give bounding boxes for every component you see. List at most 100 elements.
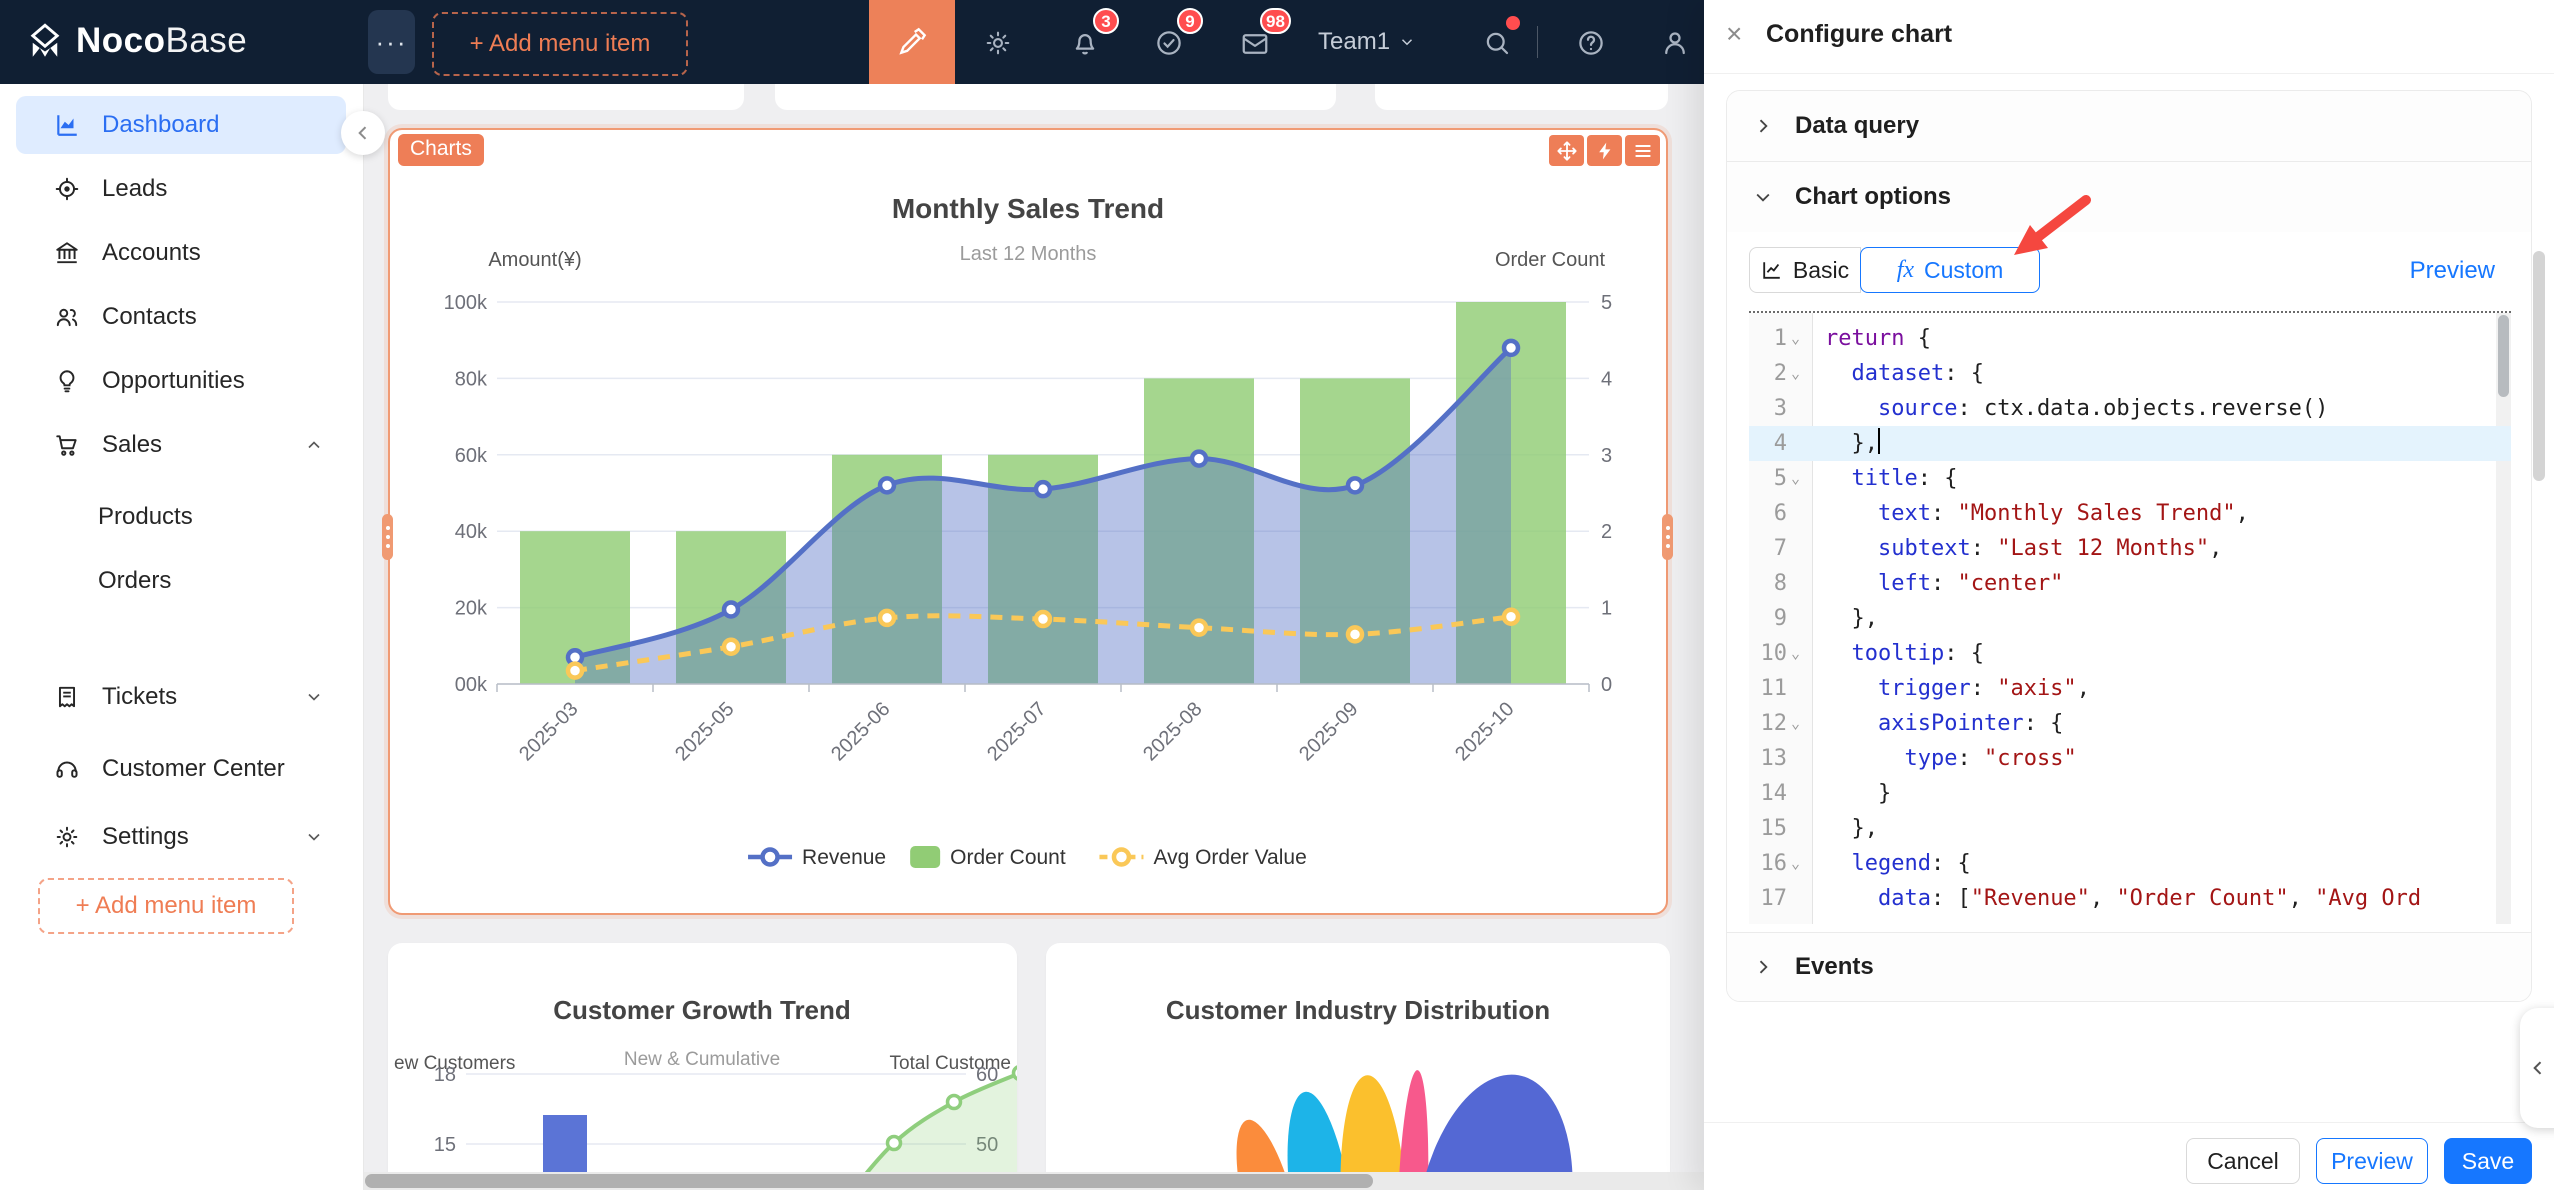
block-resize-handle-right[interactable]	[1662, 514, 1673, 560]
sidebar-item-dashboard[interactable]: Dashboard	[16, 96, 346, 154]
fx-icon: fx	[1896, 256, 1915, 283]
svg-text:0: 0	[1601, 674, 1612, 696]
sidebar-item-customer-center[interactable]: Customer Center	[16, 740, 346, 798]
svg-text:50: 50	[976, 1134, 998, 1156]
fold-arrow-icon[interactable]: ⌄	[1791, 329, 1801, 347]
gear-icon	[56, 826, 78, 848]
close-icon[interactable]: ×	[1726, 18, 1743, 49]
customer-industry-card[interactable]: Customer Industry Distribution	[1046, 943, 1670, 1190]
search-notification-dot	[1506, 16, 1520, 30]
code-editor[interactable]: 1 ⌄ return {2 ⌄ dataset: {3 source: ctx.dat…	[1749, 311, 2511, 924]
sidebar-item-tickets[interactable]: Tickets	[16, 668, 346, 726]
editor-gutter	[1749, 313, 1813, 924]
editor-scrollbar[interactable]	[2496, 313, 2511, 924]
svg-text:60k: 60k	[455, 445, 488, 467]
sidebar-item-opportunities[interactable]: Opportunities	[16, 352, 346, 410]
svg-text:20k: 20k	[455, 598, 488, 620]
sidebar-item-orders[interactable]: Orders	[16, 552, 346, 610]
section-label: Events	[1795, 953, 1874, 980]
sidebar-item-settings[interactable]: Settings	[16, 808, 346, 866]
section-data-query[interactable]: Data query	[1727, 91, 2531, 161]
add-menu-item-button-top[interactable]: + Add menu item	[432, 12, 688, 76]
chevron-up-icon	[308, 441, 320, 449]
preview-link-top[interactable]: Preview	[2409, 257, 2495, 284]
svg-text:Order Count: Order Count	[1495, 249, 1605, 271]
block-drag-icon[interactable]	[1549, 135, 1584, 166]
nocobase-logo[interactable]: NocoBase	[24, 20, 247, 62]
scrolled-card-partial	[775, 84, 1336, 110]
ui-editor-button[interactable]	[869, 0, 955, 84]
line-chart-icon	[1763, 262, 1780, 279]
bulb-icon	[59, 370, 75, 393]
svg-text:1: 1	[1601, 598, 1612, 620]
user-icon[interactable]	[1660, 28, 1690, 58]
sidebar-item-label: Opportunities	[102, 367, 245, 394]
charts-block-badge: Charts	[398, 134, 484, 166]
sidebar-item-contacts[interactable]: Contacts	[16, 288, 346, 346]
team-label: Team1	[1318, 28, 1391, 55]
preview-button[interactable]: Preview	[2316, 1138, 2428, 1184]
block-menu-icon[interactable]	[1625, 135, 1660, 166]
panel-expand-handle[interactable]	[2520, 1008, 2554, 1128]
fold-arrow-icon[interactable]: ⌄	[1791, 469, 1801, 487]
highlighter-icon	[899, 27, 927, 55]
notifications-badge: 3	[1093, 8, 1119, 34]
fold-arrow-icon[interactable]: ⌄	[1791, 714, 1801, 732]
monthly-sales-trend-chart[interactable]: Monthly Sales Trend Last 12 Months Amount(…	[390, 130, 1666, 913]
svg-text:Amount(¥): Amount(¥)	[488, 249, 581, 271]
settings-icon[interactable]	[984, 29, 1012, 57]
fold-arrow-icon[interactable]: ⌄	[1791, 364, 1801, 382]
fold-arrow-icon[interactable]: ⌄	[1791, 854, 1801, 872]
svg-text:Order Count: Order Count	[950, 846, 1066, 869]
chevron-down-icon	[1756, 193, 1770, 202]
drawer-scrollbar-thumb[interactable]	[2533, 251, 2545, 481]
messages-mail-icon[interactable]	[1240, 29, 1270, 59]
notifications-bell-icon[interactable]	[1070, 28, 1100, 58]
svg-text:18: 18	[434, 1064, 456, 1086]
sidebar-item-sales[interactable]: Sales	[16, 416, 346, 474]
section-chart-options[interactable]: Chart options	[1727, 162, 2531, 232]
svg-text:2025-07: 2025-07	[983, 698, 1050, 765]
sidebar-item-label: Contacts	[102, 303, 197, 330]
search-icon[interactable]	[1482, 28, 1512, 58]
editor-scrollbar-thumb[interactable]	[2498, 315, 2509, 397]
block-resize-handle-left[interactable]	[382, 514, 393, 560]
customer-growth-card[interactable]: Customer Growth Trend New & Cumulative ew …	[388, 943, 1017, 1190]
help-icon[interactable]	[1576, 28, 1606, 58]
add-menu-item-button-sidebar[interactable]: + Add menu item	[38, 878, 294, 934]
drawer-header: × Configure chart	[1704, 0, 2554, 74]
svg-text:2025-08: 2025-08	[1139, 698, 1206, 765]
chevron-left-icon	[2533, 1061, 2542, 1075]
people-icon	[56, 308, 78, 327]
sidebar-item-accounts[interactable]: Accounts	[16, 224, 346, 282]
horizontal-scrollbar[interactable]	[363, 1172, 1704, 1190]
tasks-badge: 9	[1177, 8, 1203, 34]
fold-arrow-icon[interactable]: ⌄	[1791, 644, 1801, 662]
charts-block[interactable]: Charts Monthly Sales Trend Last 12 Months…	[388, 128, 1668, 915]
menu-more-button[interactable]: ···	[368, 10, 415, 74]
cancel-button[interactable]: Cancel	[2186, 1138, 2300, 1184]
block-quick-edit-icon[interactable]	[1587, 135, 1622, 166]
sidebar-item-label: Customer Center	[102, 755, 285, 782]
section-events[interactable]: Events	[1727, 933, 2531, 1001]
svg-text:Last 12 Months: Last 12 Months	[960, 243, 1097, 265]
chevron-left-icon	[358, 126, 367, 140]
team-switcher[interactable]: Team1	[1318, 0, 1416, 84]
sidebar-item-products[interactable]: Products	[16, 488, 346, 546]
tab-basic[interactable]: Basic	[1749, 247, 1861, 293]
logo-text: NocoBase	[76, 21, 248, 60]
sidebar-collapse-button[interactable]	[341, 111, 385, 155]
svg-text:2025-10: 2025-10	[1451, 698, 1518, 765]
svg-text:100k: 100k	[444, 292, 488, 314]
tasks-check-icon[interactable]	[1154, 28, 1184, 58]
sidebar-item-label: Settings	[102, 823, 189, 850]
svg-text:Monthly Sales Trend: Monthly Sales Trend	[892, 193, 1164, 224]
navbar-divider	[1537, 26, 1538, 58]
sidebar-item-leads[interactable]: Leads	[16, 160, 346, 218]
save-button[interactable]: Save	[2444, 1138, 2532, 1184]
horizontal-scrollbar-thumb[interactable]	[365, 1174, 1373, 1188]
drawer-footer: Cancel Preview Save	[1704, 1122, 2554, 1190]
svg-text:80k: 80k	[455, 368, 488, 390]
tab-custom[interactable]: fx Custom	[1860, 247, 2040, 293]
ticket-icon	[58, 686, 76, 708]
